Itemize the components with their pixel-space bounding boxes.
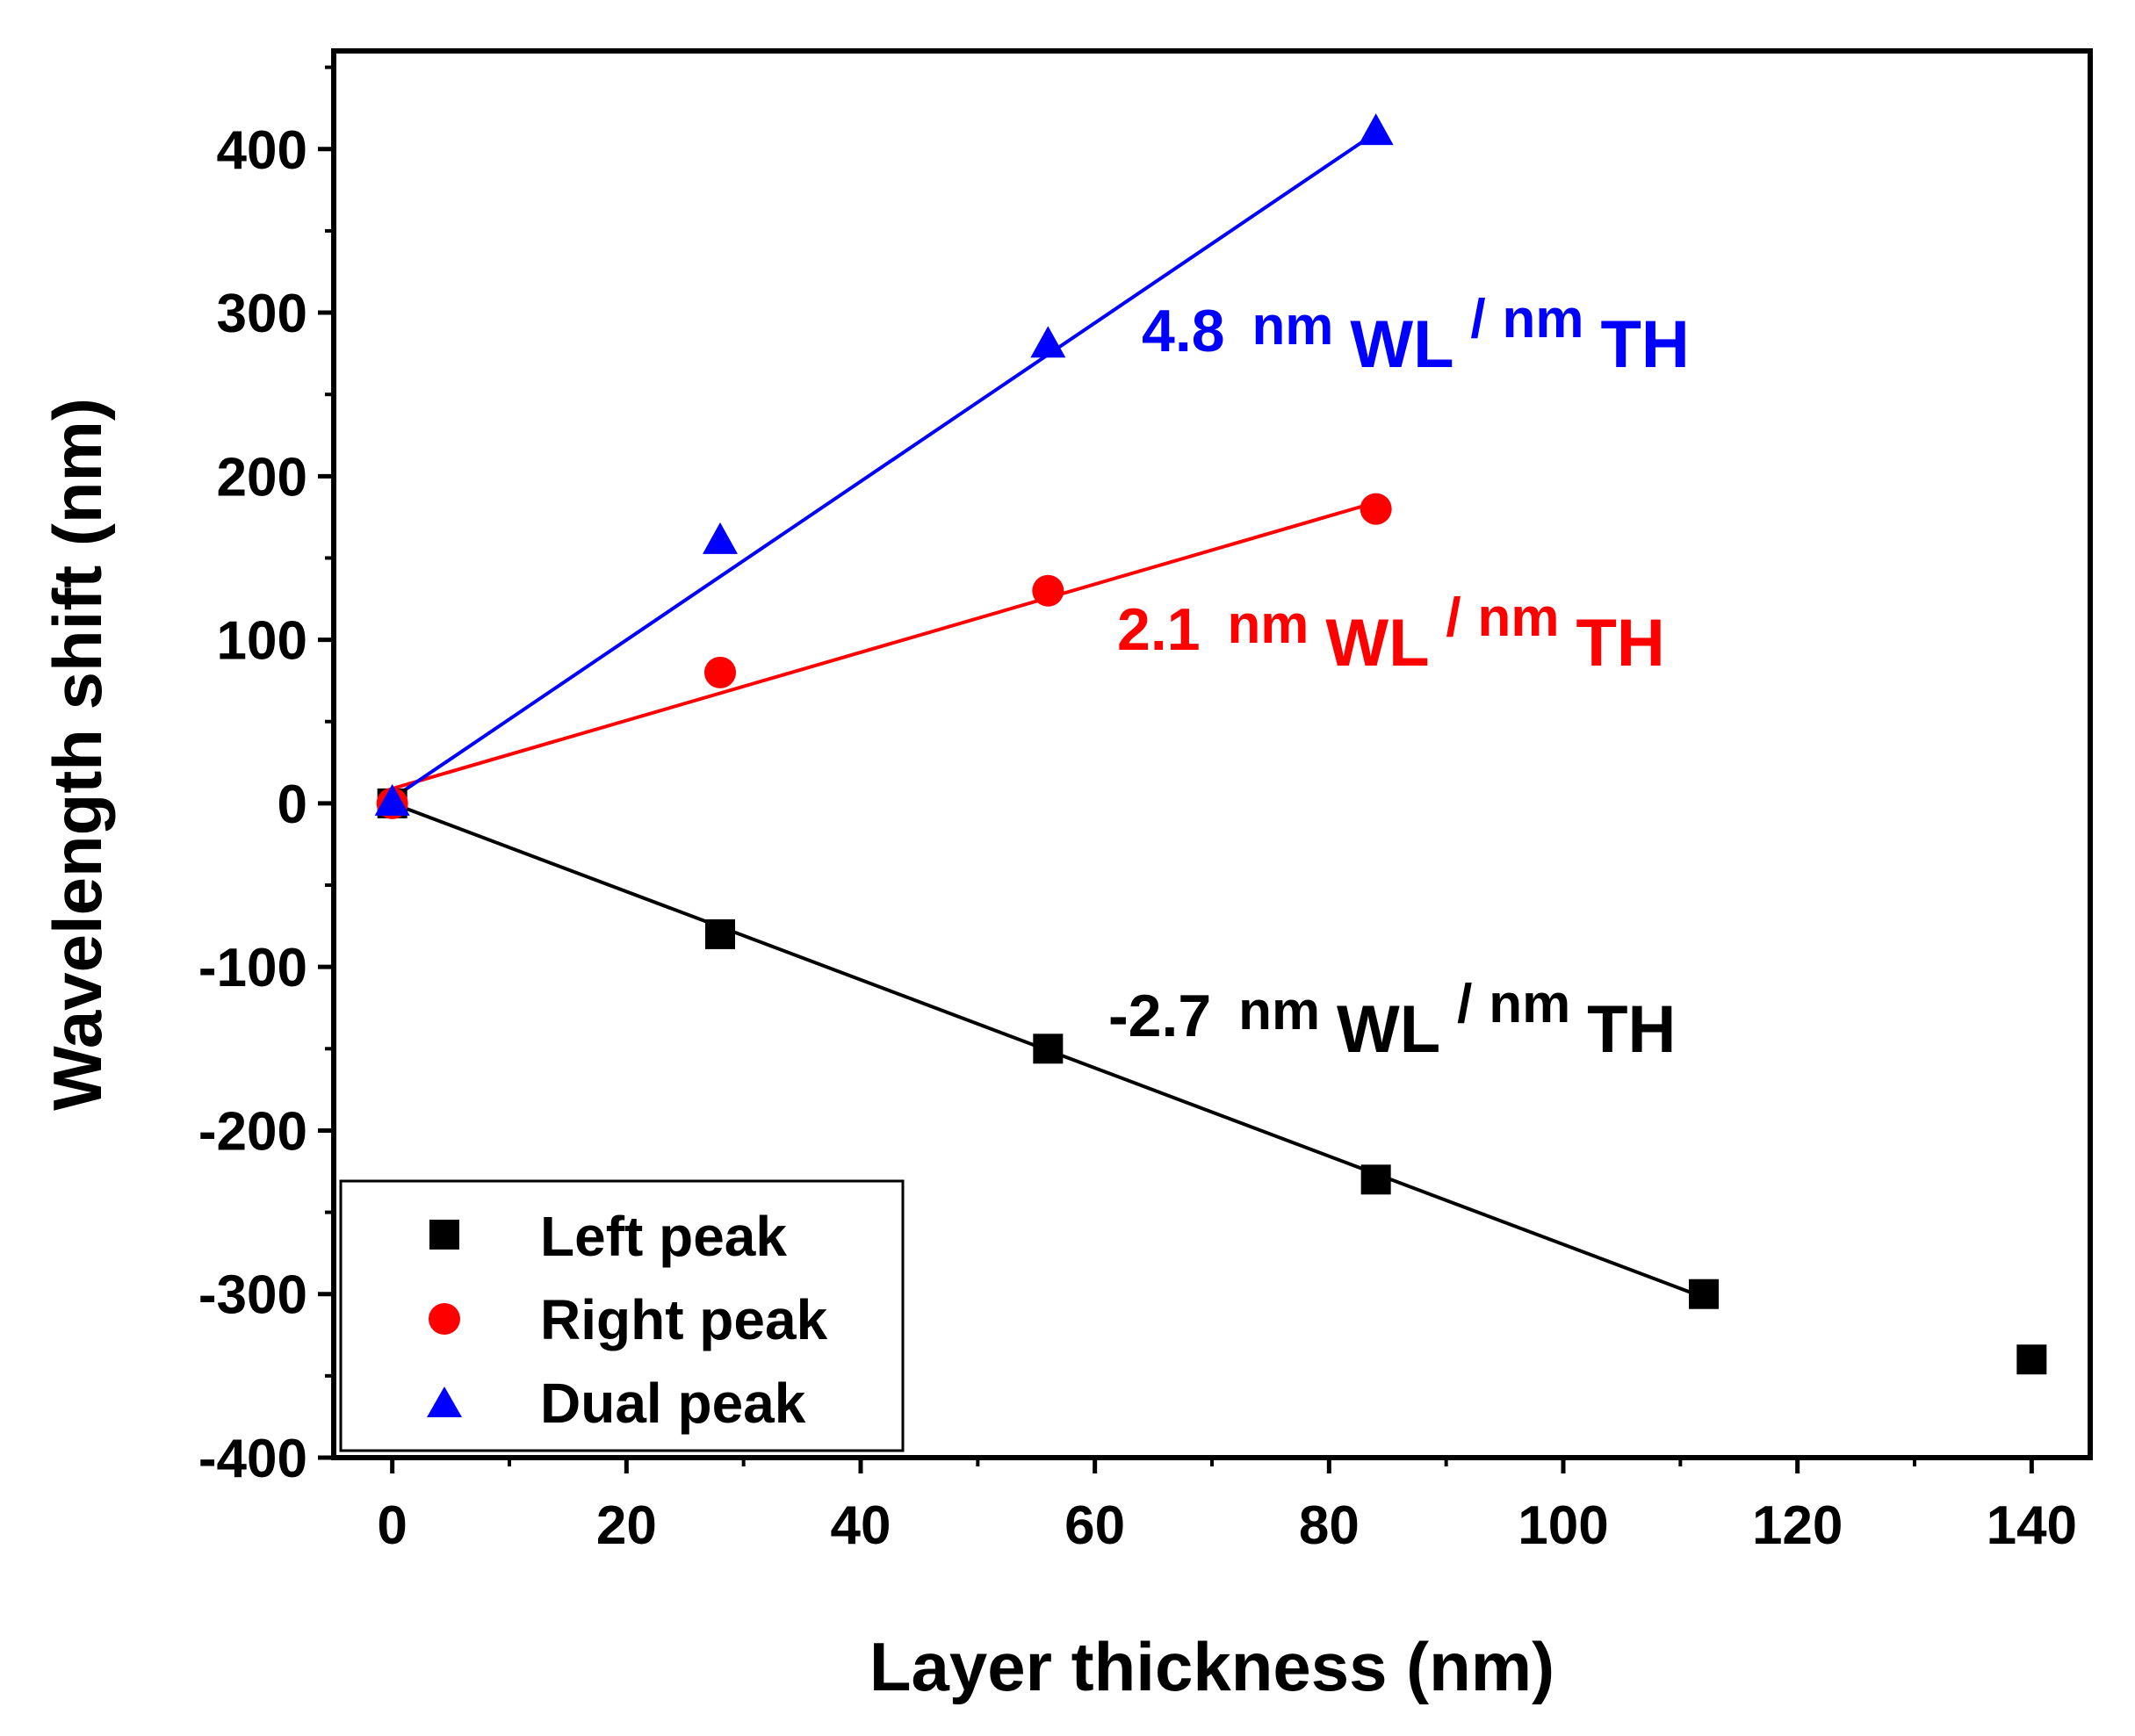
annotation-dual-value: 4.8 [1142, 298, 1225, 364]
x-tick-label: 80 [1299, 1495, 1360, 1556]
x-tick-label: 40 [831, 1495, 891, 1556]
legend-right-peak-marker [429, 1303, 460, 1335]
annotation-right-num-sub: WL [1325, 606, 1429, 681]
left-peak-point [2016, 1344, 2047, 1375]
annotation-right-value: 2.1 [1117, 596, 1201, 663]
y-tick-label: -400 [198, 1429, 307, 1489]
y-tick-label: -200 [198, 1101, 307, 1162]
annotation-right-num: nm [1227, 594, 1309, 655]
left-peak-point [705, 918, 735, 949]
y-tick-label: 0 [278, 774, 307, 835]
annotation-dual-num: nm [1251, 296, 1333, 357]
x-tick-label: 100 [1518, 1495, 1608, 1556]
x-tick-label: 140 [1987, 1495, 2077, 1556]
y-tick-label: 100 [217, 611, 307, 672]
y-axis-title: Wavelength shift (nm) [39, 398, 116, 1111]
right-peak-point [704, 656, 736, 688]
x-axis-title: Layer thickness (nm) [869, 1628, 1554, 1705]
legend: Left peak Right peak Dual peak [339, 1179, 905, 1452]
data-points [374, 113, 2047, 1375]
annotation-left-value: -2.7 [1108, 983, 1211, 1049]
y-tick-label: 300 [217, 284, 307, 344]
dual-peak-point [1358, 113, 1394, 146]
legend-right-peak-label: Right peak [540, 1288, 828, 1351]
annotation-right-den-sub: TH [1576, 606, 1664, 681]
right-peak-point [1360, 493, 1392, 525]
y-tick-label: -100 [198, 938, 307, 998]
annotation-left-slash: / [1457, 974, 1472, 1034]
x-tick-label: 20 [596, 1495, 657, 1556]
annotation-dual-num-sub: WL [1350, 307, 1453, 382]
dual-peak-point [1030, 326, 1066, 358]
legend-dual-peak-marker [427, 1387, 462, 1417]
annotation-left-num: nm [1238, 981, 1320, 1041]
annotation-right-den: nm [1478, 587, 1560, 648]
right-peak-point [1032, 574, 1064, 607]
annotation-left-den: nm [1489, 974, 1570, 1034]
x-tick-label: 0 [377, 1495, 407, 1556]
annotation-dual-slope: 4.8 nm WL / nm TH [1142, 284, 1690, 382]
legend-left-peak-label: Left peak [540, 1205, 787, 1268]
annotation-left-den-sub: TH [1587, 992, 1676, 1067]
x-tick-label: 60 [1064, 1495, 1125, 1556]
y-tick-label: 200 [217, 447, 307, 508]
left-peak-point [1360, 1164, 1391, 1195]
dual-peak-point [703, 522, 738, 554]
annotation-right-slope: 2.1 nm WL / nm TH [1117, 582, 1665, 681]
annotation-dual-slash: / [1470, 289, 1485, 349]
x-tick-label: 120 [1752, 1495, 1843, 1556]
right-peak-fit-line [392, 501, 1377, 791]
left-peak-point [1033, 1034, 1064, 1064]
legend-left-peak-marker [429, 1220, 459, 1250]
y-tick-label: 400 [217, 120, 307, 181]
dual-peak-point [374, 783, 410, 816]
annotation-left-num-sub: WL [1337, 992, 1440, 1067]
legend-dual-peak-label: Dual peak [540, 1372, 806, 1435]
y-tick-label: -300 [198, 1265, 307, 1326]
axis-ticks [318, 65, 2034, 1473]
annotation-right-slash: / [1446, 587, 1461, 648]
dual-peak-fit-line [391, 131, 1377, 800]
annotation-dual-den: nm [1503, 289, 1584, 349]
annotation-dual-den-sub: TH [1600, 307, 1689, 382]
left-peak-point [1689, 1279, 1719, 1309]
annotation-left-slope: -2.7 nm WL / nm TH [1108, 969, 1676, 1067]
axis-tick-labels: 0 20 40 60 80 100 120 140 -400 -300 -200 -100 0 100 20… [198, 120, 2077, 1556]
